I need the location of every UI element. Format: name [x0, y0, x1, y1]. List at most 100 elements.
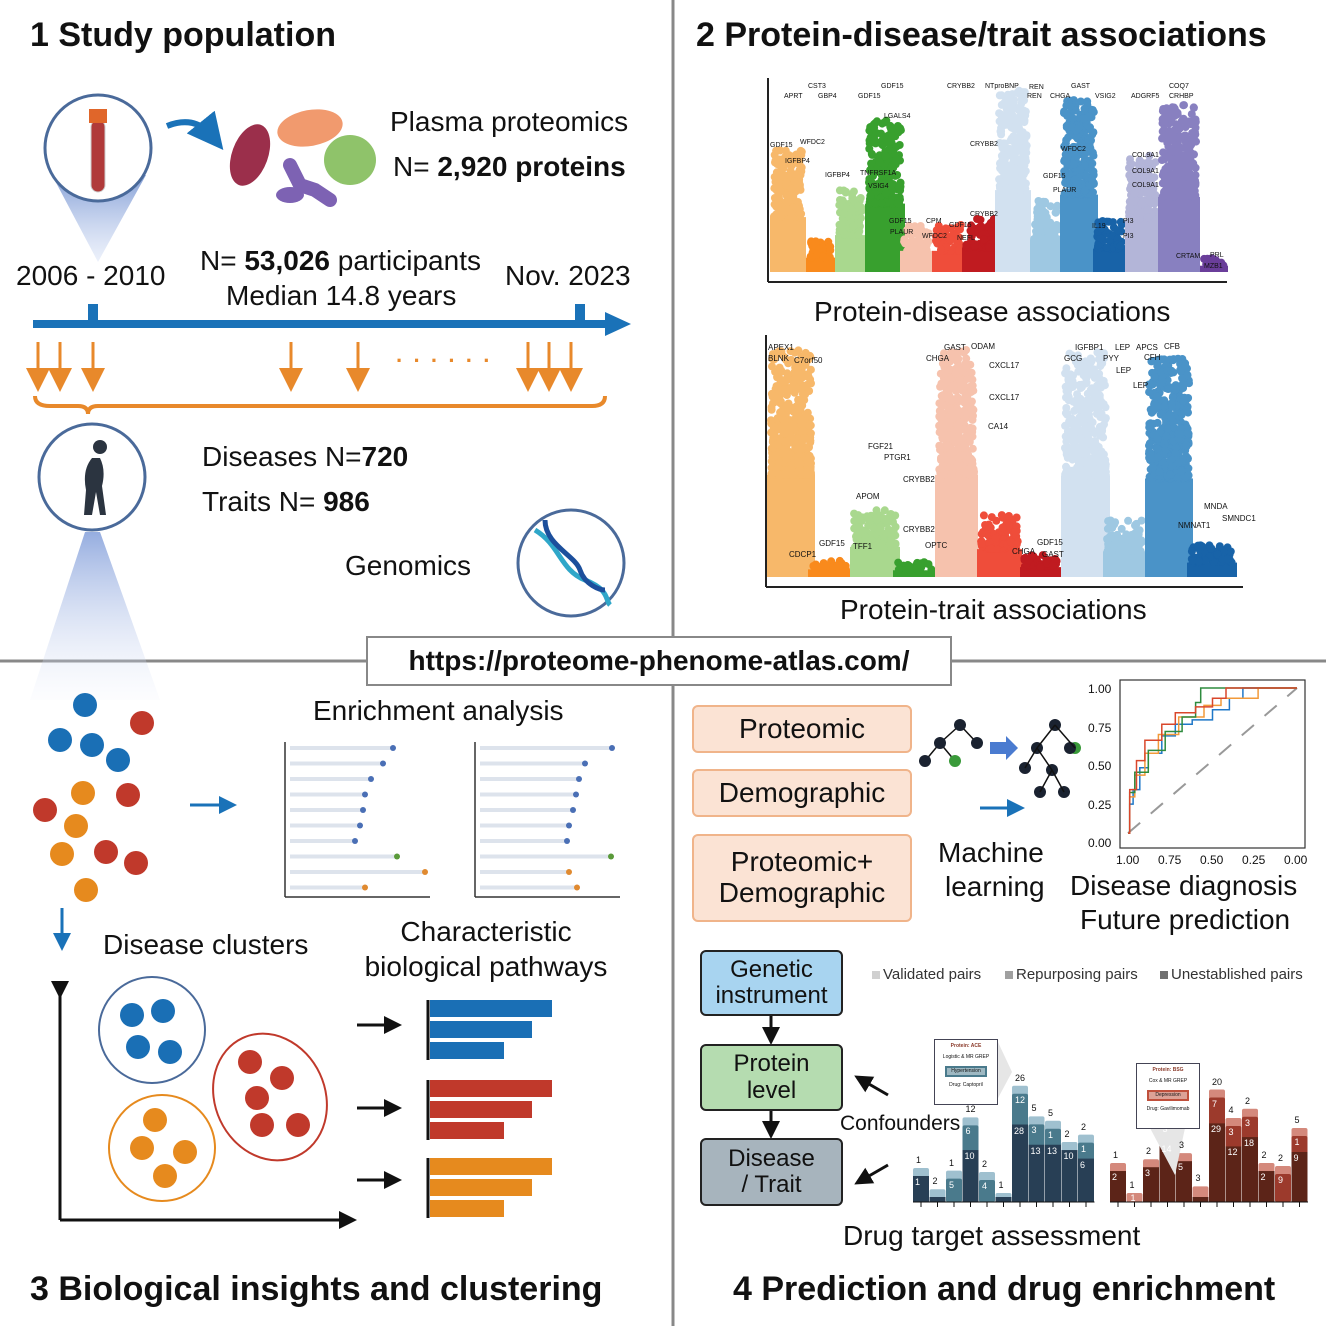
cluster-dot — [173, 1140, 197, 1164]
bar-value-label: 9 — [1293, 1153, 1299, 1163]
manhattan-point — [1097, 383, 1105, 392]
protein-label: CRYBB2 — [970, 211, 998, 218]
manhattan-point — [838, 196, 847, 205]
manhattan-point — [1009, 135, 1018, 144]
protein-label: CRYBB2 — [903, 475, 935, 484]
manhattan-point — [1030, 235, 1039, 244]
manhattan-point — [1163, 172, 1172, 181]
manhattan-point — [1062, 136, 1071, 145]
manhattan-point — [767, 389, 776, 398]
protein-blobs-icon — [229, 109, 376, 207]
bar-unestablished — [1225, 1146, 1242, 1202]
protein-label: CXCL17 — [989, 361, 1020, 370]
manhattan-point — [1169, 417, 1178, 426]
manhattan-point — [1070, 381, 1079, 389]
protein-label: REN — [1029, 84, 1044, 91]
protein-label: CHGA — [926, 354, 950, 363]
legend-label: Validated pairs — [883, 966, 982, 983]
protein-label: APCS — [1136, 343, 1158, 352]
arrow-icon — [990, 736, 1018, 760]
manhattan-point — [985, 538, 994, 547]
legend-swatch — [1005, 971, 1013, 979]
legend-swatch — [1160, 971, 1168, 979]
manhattan-point — [1173, 110, 1182, 119]
manhattan-point — [1158, 192, 1167, 201]
manhattan-point — [767, 428, 776, 437]
cluster-dot — [158, 1040, 182, 1064]
manhattan-point — [800, 396, 809, 405]
manhattan-point — [1116, 241, 1125, 250]
bar-unestablished — [1110, 1171, 1126, 1202]
manhattan-point — [1172, 120, 1180, 129]
manhattan-point — [909, 243, 918, 252]
manhattan-point — [947, 354, 956, 363]
manhattan-point — [1093, 348, 1102, 357]
manhattan-point — [997, 91, 1006, 100]
lollipop-dot — [362, 791, 368, 798]
protein-dot — [33, 798, 57, 822]
protein-label: GBP4 — [818, 93, 837, 100]
manhattan-point — [1187, 547, 1196, 556]
protein-label: GCG — [1064, 354, 1083, 363]
tree-node — [971, 737, 983, 749]
cluster-dot — [245, 1086, 269, 1110]
bar-unestablished — [1258, 1171, 1275, 1202]
roc-curve — [1128, 687, 1297, 834]
participants-suffix: participants — [337, 245, 481, 276]
manhattan-point — [854, 202, 863, 211]
bar-unestablished — [962, 1150, 979, 1202]
manhattan-point — [813, 250, 822, 259]
manhattan-point — [987, 513, 996, 522]
protein-label: CA14 — [988, 422, 1009, 431]
bar-total-label: 2 — [1146, 1146, 1152, 1157]
manhattan-point — [1111, 533, 1120, 542]
bar-unestablished — [913, 1176, 929, 1202]
manhattan-point — [894, 565, 903, 574]
manhattan-point — [958, 451, 967, 460]
bar-total-label: 5 — [1031, 1103, 1037, 1114]
bar-value-label: 3 — [1228, 1127, 1234, 1138]
manhattan-point — [1097, 224, 1106, 233]
panel2-title: 2 Protein-disease/trait associations — [696, 16, 1267, 54]
protein-label: CFH — [1144, 353, 1161, 362]
blue-cluster-circle — [98, 976, 206, 1084]
bar-total-label: 3 — [1179, 1140, 1185, 1151]
manhattan-point — [939, 470, 948, 479]
manhattan-point — [1076, 357, 1085, 366]
atlas-url-link[interactable]: https://proteome-phenome-atlas.com/ — [366, 636, 952, 686]
drug-target-label: Drug target assessment — [843, 1220, 1141, 1251]
manhattan-point — [1137, 199, 1146, 208]
pathway-bar — [430, 1000, 552, 1017]
roc-frame — [1119, 679, 1306, 849]
manhattan-point — [768, 362, 776, 371]
manhattan-point — [985, 243, 994, 252]
manhattan-point — [802, 469, 811, 478]
pathway-bar — [430, 1042, 504, 1059]
manhattan-point — [1020, 132, 1029, 141]
lollipop-dot — [357, 822, 363, 829]
manhattan-point — [968, 405, 977, 414]
legend-label: Unestablished pairs — [1171, 966, 1303, 983]
protein-label: APRT — [784, 93, 803, 100]
manhattan-point — [1163, 187, 1172, 196]
manhattan-point — [1159, 105, 1168, 113]
manhattan-point — [1083, 389, 1092, 398]
manhattan-point — [1060, 167, 1069, 176]
manhattan-point — [798, 426, 807, 435]
manhattan-point — [1135, 160, 1144, 169]
manhattan-point — [782, 191, 791, 200]
manhattan-point — [938, 400, 947, 409]
protein-label: GDF15 — [858, 93, 881, 100]
manhattan-point — [1137, 178, 1146, 187]
manhattan-point — [1156, 428, 1165, 437]
manhattan-point — [798, 390, 807, 399]
manhattan-point — [998, 178, 1007, 187]
pathway-bars — [357, 1000, 552, 1218]
roc-curve — [1128, 687, 1297, 834]
bar-unestablished — [1143, 1167, 1159, 1202]
cluster-dot — [250, 1113, 274, 1137]
protein-label: GDF15 — [1037, 538, 1063, 547]
bar-validated — [1126, 1193, 1143, 1202]
manhattan-point — [934, 222, 943, 230]
